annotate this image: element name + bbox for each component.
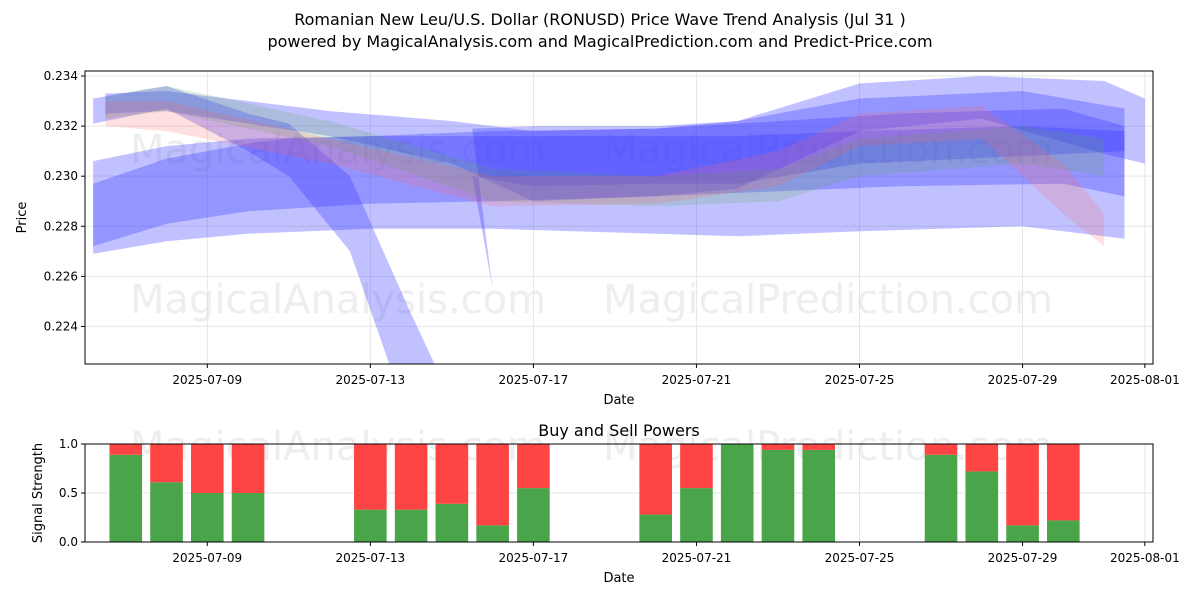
sell-bar — [1047, 444, 1080, 521]
x-axis-label: Date — [603, 393, 634, 408]
wave-band-2 — [93, 86, 1125, 364]
wave-band-4 — [105, 86, 1105, 207]
buy-bar — [680, 488, 713, 542]
sell-bar — [354, 444, 387, 510]
watermark: MagicalPrediction.com — [603, 127, 1053, 173]
buy-bar — [1047, 520, 1080, 542]
x-tick-label: 2025-07-25 — [825, 373, 895, 387]
x-tick-label: 2025-07-09 — [172, 373, 242, 387]
chart-title: Romanian New Leu/U.S. Dollar (RONUSD) Pr… — [294, 10, 906, 29]
sell-bar — [231, 444, 265, 493]
y-axis-label: Signal Strength — [31, 443, 46, 543]
buy-bar — [190, 493, 224, 542]
sell-bar — [680, 444, 713, 489]
sell-bar — [761, 444, 795, 450]
watermark: MagicalPrediction.com — [603, 277, 1053, 323]
sell-bar — [150, 444, 183, 483]
sell-bar — [109, 444, 143, 455]
sell-bar — [965, 444, 999, 472]
buy-bar — [802, 449, 836, 542]
x-tick-label: 2025-08-01 — [1110, 373, 1180, 387]
buy-bar — [965, 471, 999, 542]
buy-bar — [435, 503, 469, 542]
y-tick-label: 0.232 — [44, 119, 78, 133]
sell-bar — [802, 444, 836, 450]
sell-bar — [1006, 444, 1039, 526]
y-tick-label: 0.234 — [44, 69, 78, 83]
buy-bar — [231, 493, 265, 542]
x-tick-label: 2025-07-29 — [988, 373, 1058, 387]
x-tick-label: 2025-07-13 — [335, 373, 405, 387]
buy-bar — [924, 454, 958, 542]
sell-bar — [435, 444, 469, 504]
sell-bar — [924, 444, 958, 455]
y-axis-label: Price — [15, 202, 30, 234]
buy-bar — [150, 482, 183, 542]
y-tick-label: 0.230 — [44, 169, 78, 183]
wave-band-3 — [105, 76, 1145, 202]
x-tick-label: 2025-07-17 — [499, 551, 569, 565]
wave-band-5 — [105, 101, 1105, 247]
x-tick-label: 2025-07-21 — [662, 373, 732, 387]
sell-bar — [394, 444, 428, 510]
x-tick-label: 2025-07-29 — [988, 551, 1058, 565]
buy-bar — [761, 449, 795, 542]
buy-bar — [394, 509, 428, 542]
watermark: MagicalAnalysis.com — [130, 127, 546, 173]
x-tick-label: 2025-07-25 — [825, 551, 895, 565]
bands-group — [93, 76, 1145, 364]
x-tick-label: 2025-07-17 — [499, 373, 569, 387]
wave-band-1 — [93, 126, 1125, 254]
x-axis-label: Date — [603, 571, 634, 586]
y-tick-label: 1.0 — [59, 437, 78, 451]
buy-bar — [354, 509, 387, 542]
y-tick-label: 0.226 — [44, 269, 78, 283]
y-tick-label: 0.5 — [59, 486, 78, 500]
subplot-title: Buy and Sell Powers — [538, 421, 700, 440]
watermark: MagicalAnalysis.com — [130, 277, 546, 323]
sell-bar — [639, 444, 672, 515]
sell-bar — [517, 444, 550, 489]
y-tick-label: 0.0 — [59, 535, 78, 549]
wave-band-0 — [93, 108, 1125, 247]
buy-bar — [639, 514, 672, 542]
sell-bar — [190, 444, 224, 493]
buy-bar — [476, 525, 509, 542]
y-tick-label: 0.224 — [44, 319, 78, 333]
x-tick-label: 2025-08-01 — [1110, 551, 1180, 565]
buy-bar — [109, 454, 143, 542]
buy-bar — [720, 444, 754, 542]
sell-bar — [476, 444, 509, 526]
buy-bar — [517, 488, 550, 542]
chart-subtitle: powered by MagicalAnalysis.com and Magic… — [267, 32, 933, 51]
buy-bar — [1006, 525, 1039, 542]
y-tick-label: 0.228 — [44, 219, 78, 233]
plot-frame — [84, 70, 1154, 365]
x-tick-label: 2025-07-21 — [662, 551, 732, 565]
x-tick-label: 2025-07-13 — [335, 551, 405, 565]
x-tick-label: 2025-07-09 — [172, 551, 242, 565]
